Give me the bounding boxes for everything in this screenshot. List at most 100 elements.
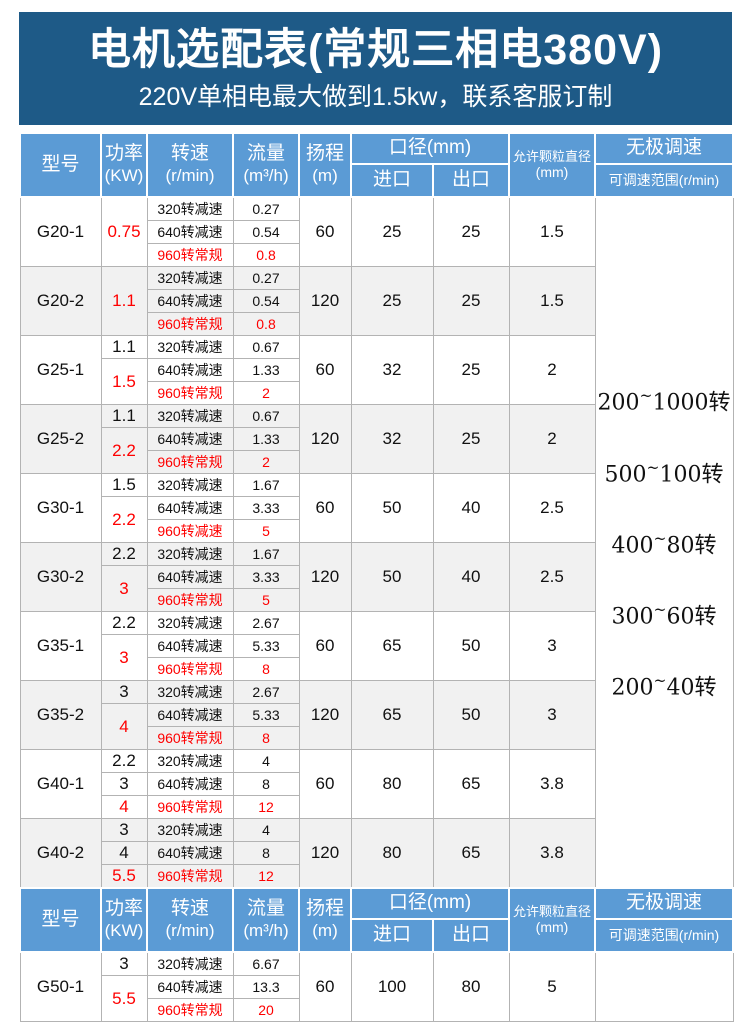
inlet-cell: 50: [350, 542, 434, 612]
flow-cell: 8: [232, 657, 300, 681]
particle-cell: 1.5: [508, 266, 596, 336]
model-cell: G30-1: [19, 473, 102, 543]
flow-cell: 0.27: [232, 266, 300, 290]
speed-cell: 320转减速: [146, 335, 234, 359]
model-cell: G40-1: [19, 749, 102, 819]
speed-cell: 640转减速: [146, 975, 234, 999]
table-header-row: 型号 功率 (KW) 转速 (r/min) 流量 (m³/h) 扬程 (m) 口径(mm) 允许颗粒…: [19, 887, 734, 953]
header-inlet: 进口: [350, 163, 434, 198]
power-cell: 5.5: [100, 864, 148, 889]
power-cell: 4: [100, 841, 148, 865]
flow-cell: 13.3: [232, 975, 300, 999]
inlet-cell: 50: [350, 473, 434, 543]
flow-cell: 6.67: [232, 951, 300, 976]
speed-cell: 640转减速: [146, 634, 234, 658]
particle-cell: 5: [508, 951, 596, 1022]
header-outlet: 出口: [432, 918, 510, 953]
inlet-cell: 25: [350, 196, 434, 267]
speed-cell: 640转减速: [146, 565, 234, 589]
flow-cell: 4: [232, 749, 300, 773]
power-cell: 3: [100, 565, 148, 612]
flow-cell: 0.67: [232, 335, 300, 359]
table-row-g20-2-sub1: G20-2 1.1 320转减速 0.27 120 25 25 1.5: [19, 266, 733, 336]
speed-cell: 320转减速: [146, 611, 234, 635]
banner-subtitle: 220V单相电最大做到1.5kw，联系客服订制: [138, 82, 613, 111]
table-row-g20-2-sub3: 960转常规 0.8: [20, 312, 733, 336]
particle-cell: 3: [508, 680, 596, 750]
flow-cell: 0.27: [232, 196, 300, 221]
power-cell: 1.5: [100, 473, 148, 497]
table-row-g20-1-sub1: G20-1 0.75 320转减速 0.27 60 25 25 1.5 200~1000转 500…: [19, 196, 734, 889]
table-row-g35-2-sub3: 960转常规 8: [20, 726, 733, 750]
table-header-row: 型号 功率 (KW) 转速 (r/min) 流量 (m³/h) 扬程 (m) 口径(mm) 允许颗粒…: [19, 132, 734, 198]
flow-cell: 2.67: [232, 680, 300, 704]
model-cell: G35-1: [19, 611, 102, 681]
outlet-cell: 65: [432, 749, 510, 819]
flow-cell: 0.8: [232, 312, 300, 336]
speed-cell: 960转常规: [146, 795, 234, 819]
flow-cell: 8: [232, 726, 300, 750]
flow-cell: 0.67: [232, 404, 300, 428]
model-cell: G20-2: [19, 266, 102, 336]
flow-cell: 1.33: [232, 358, 300, 382]
header-outlet: 出口: [432, 163, 510, 198]
speed-cell: 960转常规: [146, 312, 234, 336]
outlet-cell: 80: [432, 951, 510, 1022]
model-cell: G50-1: [19, 951, 102, 1022]
table-row-g50-1-sub1: G50-1 3 320转减速 6.67 60 100 80 5: [19, 951, 734, 1022]
speed-cell: 640转减速: [146, 220, 234, 244]
power-cell: 2.2: [100, 496, 148, 543]
flow-cell: 2: [232, 381, 300, 405]
power-cell: 2.2: [100, 427, 148, 474]
head-cell: 60: [298, 335, 352, 405]
range-line: 300~60转: [611, 601, 717, 630]
flow-cell: 12: [232, 864, 300, 889]
outlet-cell: 40: [432, 542, 510, 612]
speed-cell: 320转减速: [146, 473, 234, 497]
banner-title: 电机选配表(常规三相电380V): [87, 26, 664, 74]
model-cell: G20-1: [19, 196, 102, 267]
head-cell: 120: [298, 818, 352, 889]
speed-cell: 960转常规: [146, 450, 234, 474]
table-row-g30-2-sub2: 3 640转减速 3.33: [20, 565, 733, 612]
inlet-cell: 32: [350, 335, 434, 405]
header-stepless: 无极调速: [594, 887, 734, 920]
model-cell: G25-2: [19, 404, 102, 474]
head-cell: 60: [298, 749, 352, 819]
model-cell: G25-1: [19, 335, 102, 405]
speed-cell: 960转常规: [146, 726, 234, 750]
speed-cell: 640转减速: [146, 772, 234, 796]
table-row-g40-2-sub2: 4 640转减速 8: [20, 841, 733, 865]
particle-cell: 3.8: [508, 818, 596, 889]
table-row-g35-2-sub2: 4 640转减速 5.33: [20, 703, 733, 750]
speed-cell: 640转减速: [146, 289, 234, 313]
outlet-cell: 65: [432, 818, 510, 889]
table-header-subrow: 进口 出口 可调速范围(r/min): [20, 163, 734, 198]
head-cell: 60: [298, 196, 352, 267]
power-cell: 1.1: [100, 266, 148, 336]
flow-cell: 8: [232, 841, 300, 865]
speed-cell: 640转减速: [146, 703, 234, 727]
speed-cell: 320转减速: [146, 542, 234, 566]
particle-cell: 2: [508, 335, 596, 405]
head-cell: 120: [298, 542, 352, 612]
outlet-cell: 25: [432, 266, 510, 336]
power-cell: 2.2: [100, 749, 148, 773]
flow-cell: 8: [232, 772, 300, 796]
particle-cell: 2.5: [508, 542, 596, 612]
power-cell: 2.2: [100, 611, 148, 635]
flow-cell: 3.33: [232, 565, 300, 589]
table-row-g30-1-sub3: 960转减速 5: [20, 519, 733, 543]
header-power: 功率 (KW): [100, 887, 148, 953]
header-diameter: 口径(mm): [350, 887, 510, 920]
flow-cell: 12: [232, 795, 300, 819]
outlet-cell: 25: [432, 335, 510, 405]
table-row-g40-2-sub1: G40-2 3 320转减速 4 120 80 65 3.8: [19, 818, 733, 889]
particle-cell: 2: [508, 404, 596, 474]
speed-cell: 960转常规: [146, 588, 234, 612]
range-line: 200~40转: [611, 672, 717, 701]
model-cell: G35-2: [19, 680, 102, 750]
header-model: 型号: [19, 887, 102, 953]
outlet-cell: 40: [432, 473, 510, 543]
speed-cell: 960转常规: [146, 998, 234, 1022]
